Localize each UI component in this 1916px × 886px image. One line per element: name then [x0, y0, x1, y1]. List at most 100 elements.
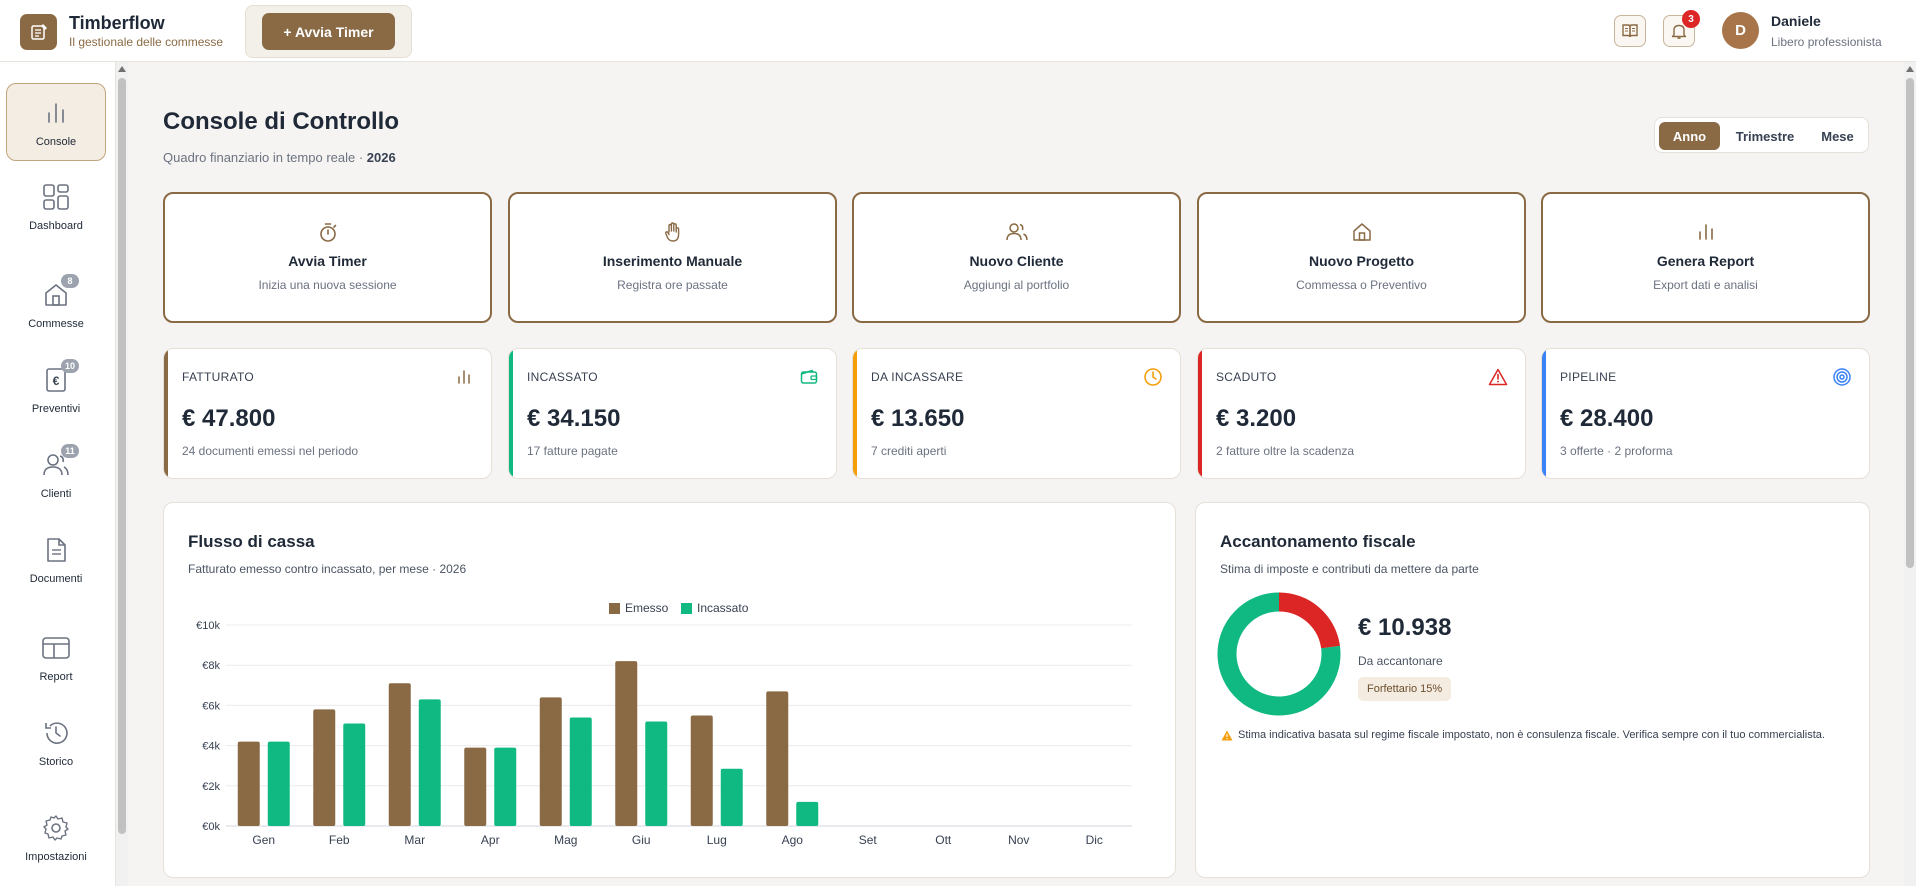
sidebar-item-dashboard[interactable]: Dashboard	[6, 168, 106, 246]
quick-action-subtitle: Export dati e analisi	[1653, 278, 1758, 292]
bar-emesso-mag[interactable]	[539, 697, 562, 826]
cashflow-subtitle: Fatturato emesso contro incassato, per m…	[188, 562, 467, 576]
period-anno-button[interactable]: Anno	[1659, 122, 1720, 150]
x-tick-label: Mar	[404, 833, 425, 847]
bar-emesso-giu[interactable]	[615, 661, 638, 826]
kpi-card-da-incassare: DA INCASSARE € 13.650 7 crediti aperti	[852, 348, 1181, 479]
guide-button[interactable]	[1614, 15, 1646, 47]
bar-incassato-gen[interactable]	[267, 741, 290, 826]
sidebar-item-clienti[interactable]: 11 Clienti	[6, 436, 106, 514]
chart-bars-icon	[453, 366, 475, 388]
bar-incassato-ago[interactable]	[796, 801, 819, 826]
sidebar-item-console[interactable]: Console	[6, 83, 106, 161]
house-icon: 8	[41, 274, 79, 310]
users-icon: 11	[41, 444, 79, 480]
quick-action-subtitle: Registra ore passate	[617, 278, 728, 292]
stopwatch-icon	[316, 220, 340, 244]
svg-text:€: €	[53, 374, 60, 388]
quick-action-nuovo-progetto[interactable]: Nuovo Progetto Commessa o Preventivo	[1197, 192, 1526, 323]
sidebar-item-documenti[interactable]: Documenti	[6, 521, 106, 599]
quick-action-inserimento-manuale[interactable]: Inserimento Manuale Registra ore passate	[508, 192, 837, 323]
quick-action-title: Avvia Timer	[288, 253, 367, 269]
bar-incassato-apr[interactable]	[494, 747, 517, 826]
book-icon	[1622, 24, 1638, 38]
bar-incassato-mar[interactable]	[418, 699, 441, 826]
bar-emesso-ago[interactable]	[766, 691, 789, 826]
bar-emesso-feb[interactable]	[313, 709, 336, 826]
chart-bars-icon	[41, 98, 71, 128]
x-tick-label: Feb	[329, 833, 350, 847]
y-tick-label: €2k	[202, 781, 220, 793]
kpi-subtitle: 3 offerte · 2 proforma	[1560, 444, 1673, 458]
kpi-stripe	[164, 349, 168, 478]
warning-icon	[1487, 366, 1509, 388]
sidebar-scrollbar-thumb[interactable]	[118, 78, 126, 834]
bar-emesso-gen[interactable]	[237, 741, 260, 826]
legend-label[interactable]: Emesso	[625, 601, 669, 615]
app-logo[interactable]	[20, 14, 57, 50]
notifications-badge: 3	[1682, 10, 1700, 28]
bar-incassato-giu[interactable]	[645, 721, 668, 826]
app-tagline: Il gestionale delle commesse	[69, 35, 224, 49]
euro-doc-icon: € 10	[41, 359, 79, 395]
y-tick-label: €4k	[202, 741, 220, 753]
app-name: Timberflow	[69, 13, 165, 33]
donut-slice-accantonare[interactable]	[1278, 592, 1340, 649]
bar-incassato-feb[interactable]	[343, 723, 366, 826]
kpi-value: € 34.150	[527, 405, 621, 432]
quick-action-genera-report[interactable]: Genera Report Export dati e analisi	[1541, 192, 1870, 323]
start-timer-button[interactable]: + Avvia Timer	[262, 13, 395, 50]
page-subtitle-text: Quadro finanziario in tempo reale ·	[163, 150, 367, 165]
sidebar-item-commesse[interactable]: 8 Commesse	[6, 266, 106, 344]
sidebar-item-storico[interactable]: Storico	[6, 704, 106, 782]
quick-action-title: Nuovo Cliente	[969, 253, 1064, 269]
sidebar-item-label: Dashboard	[29, 220, 83, 232]
sidebar-item-impostazioni[interactable]: Impostazioni	[6, 799, 106, 877]
donut-slice-netto[interactable]	[1217, 592, 1341, 716]
clock-icon	[1142, 366, 1164, 388]
user-name: Daniele	[1771, 13, 1821, 29]
kpi-label: DA INCASSARE	[871, 370, 964, 384]
avatar[interactable]: D	[1722, 12, 1759, 49]
x-tick-label: Giu	[632, 833, 651, 847]
tax-amount-label: Da accantonare	[1358, 654, 1443, 668]
legend-label[interactable]: Incassato	[697, 601, 749, 615]
y-tick-label: €8k	[202, 660, 220, 672]
x-tick-label: Dic	[1086, 833, 1103, 847]
cashflow-title: Flusso di cassa	[188, 532, 315, 551]
kpi-stripe	[853, 349, 857, 478]
kpi-card-pipeline: PIPELINE € 28.400 3 offerte · 2 proforma	[1541, 348, 1870, 479]
sidebar-badge: 10	[60, 359, 79, 373]
page-title: Console di Controllo	[163, 108, 399, 135]
legend-swatch	[609, 603, 620, 614]
scroll-up-arrow-icon[interactable]	[118, 66, 126, 72]
quick-action-avvia-timer[interactable]: Avvia Timer Inizia una nuova sessione	[163, 192, 492, 323]
period-trimestre-button[interactable]: Trimestre	[1735, 128, 1795, 144]
kpi-value: € 28.400	[1560, 405, 1654, 432]
kpi-label: SCADUTO	[1216, 370, 1277, 384]
kpi-card-incassato: INCASSATO € 34.150 17 fatture pagate	[508, 348, 837, 479]
kpi-stripe	[1542, 349, 1546, 478]
kpi-stripe	[509, 349, 513, 478]
bar-emesso-lug[interactable]	[690, 715, 713, 826]
main-scrollbar-thumb[interactable]	[1906, 78, 1914, 568]
period-mese-button[interactable]: Mese	[1821, 128, 1854, 144]
bar-emesso-mar[interactable]	[388, 683, 411, 826]
tax-donut-chart	[1217, 592, 1341, 716]
sidebar-item-label: Preventivi	[31, 403, 81, 415]
x-tick-label: Nov	[1008, 833, 1029, 847]
bar-incassato-lug[interactable]	[720, 768, 743, 826]
logo-icon	[30, 24, 47, 40]
scroll-up-arrow-icon[interactable]	[1906, 66, 1914, 72]
tax-regime-badge: Forfettario 15%	[1358, 677, 1452, 701]
page-subtitle: Quadro finanziario in tempo reale · 2026	[163, 150, 396, 165]
bar-incassato-mag[interactable]	[569, 717, 592, 826]
x-tick-label: Set	[859, 833, 878, 847]
kpi-value: € 13.650	[871, 405, 965, 432]
kpi-value: € 47.800	[182, 405, 276, 432]
sidebar-item-preventivi[interactable]: € 10 Preventivi	[6, 351, 106, 429]
bar-emesso-apr[interactable]	[464, 747, 487, 826]
kpi-subtitle: 24 documenti emessi nel periodo	[182, 444, 359, 458]
quick-action-nuovo-cliente[interactable]: Nuovo Cliente Aggiungi al portfolio	[852, 192, 1181, 323]
sidebar-item-report[interactable]: Report	[6, 619, 106, 697]
